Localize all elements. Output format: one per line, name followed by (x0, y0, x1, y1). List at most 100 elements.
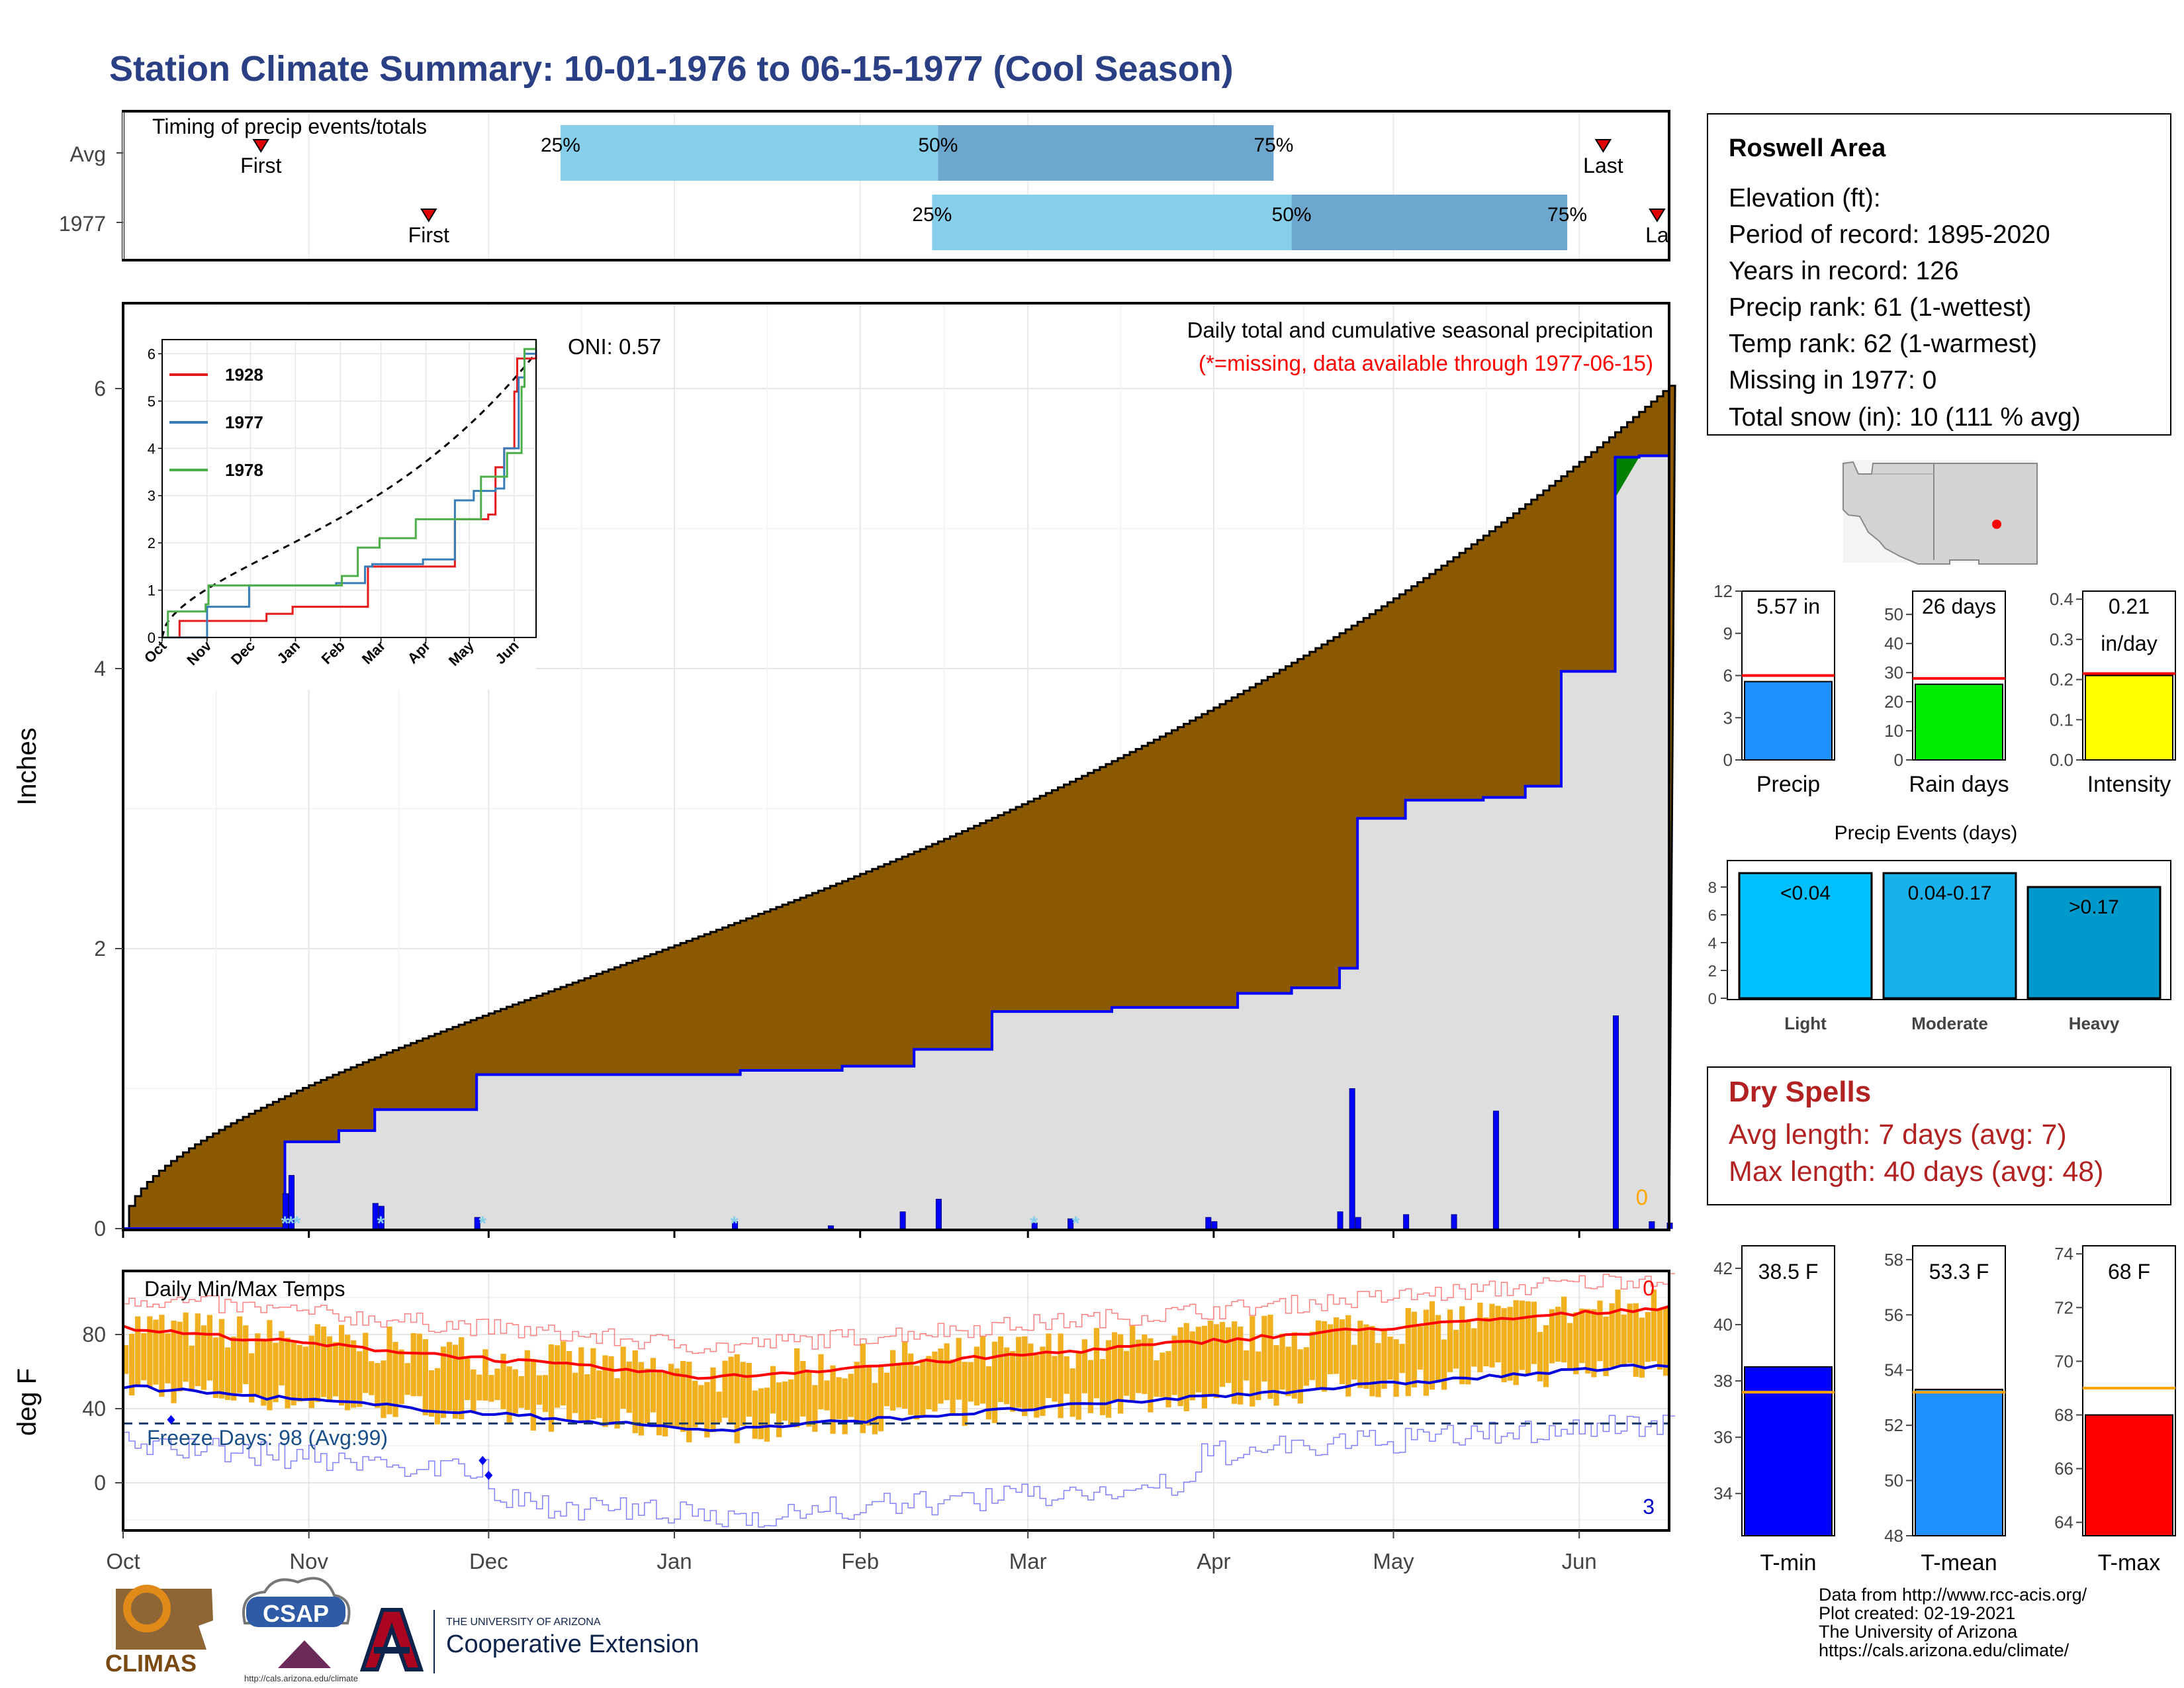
daily-temp-bar (1465, 1320, 1471, 1385)
daily-temp-bar (530, 1358, 536, 1431)
daily-temp-bar (1238, 1327, 1244, 1405)
daily-temp-bar (1195, 1327, 1201, 1393)
temperature-stat-bars: 34 36 38 40 42 38.5 F T-min 48 50 52 54 56 58 53.3 F T… (1713, 1244, 2176, 1575)
cumulative-observed-line (123, 448, 1670, 1230)
daily-temp-bar (536, 1375, 542, 1405)
dry-spells-box: Dry Spells Avg length: 7 days (avg: 7) M… (1707, 1066, 2171, 1205)
timing-marker-last-1977 (1649, 209, 1666, 222)
stat-bar-ytick-label: 50 (1884, 604, 1903, 624)
stat-bar-ytick-label: 0.1 (2050, 710, 2073, 729)
daily-temp-bar (806, 1372, 812, 1427)
timing-bar-50-75-1977 (1291, 195, 1568, 250)
temp-stat-ytick-label: 64 (2054, 1513, 2073, 1532)
daily-temp-bar (320, 1326, 327, 1397)
stat-bar-fill (1915, 683, 2003, 761)
daily-temp-bar (183, 1312, 189, 1382)
inset-ytick-label: 0 (148, 630, 156, 646)
ua-name: THE UNIVERSITY OF ARIZONA (446, 1617, 601, 1628)
timing-row-label-avg: Avg (69, 142, 106, 166)
daily-temp-bar (1244, 1350, 1250, 1381)
daily-temp-bar (584, 1374, 590, 1424)
average-min-temp-line (122, 1364, 1670, 1432)
daily-temp-bar (1177, 1327, 1183, 1407)
oni-label: ONI: 0.57 (568, 334, 661, 359)
daily-temp-bar (608, 1356, 614, 1425)
daily-temp-bar (926, 1356, 932, 1410)
daily-temp-bar (1154, 1360, 1160, 1397)
daily-temp-bar (446, 1342, 453, 1411)
timing-marker-first-Avg (252, 139, 270, 153)
daily-temp-bar (1405, 1307, 1411, 1397)
daily-temp-bar (1105, 1340, 1112, 1418)
daily-temp-bar (1345, 1315, 1351, 1397)
snow-marker: * (293, 1213, 301, 1235)
daily-temp-bar (1010, 1350, 1016, 1412)
daily-temp-bar (201, 1325, 206, 1390)
daily-temp-bar (1207, 1321, 1214, 1397)
daily-temp-bar (1142, 1334, 1148, 1394)
daily-temp-bar (477, 1374, 482, 1401)
precip-note: Daily total and cumulative seasonal prec… (1187, 318, 1653, 342)
timing-label-25-Avg: 25% (541, 134, 580, 156)
climas-logo: CLIMAS (105, 1585, 213, 1677)
stat-bar-ytick-label: 40 (1884, 633, 1903, 653)
map-states (1843, 461, 2038, 565)
temp-stat-ytick-label: 52 (1884, 1415, 1903, 1435)
daily-temp-bar (704, 1382, 710, 1438)
footer-line-url: https://cals.arizona.edu/climate/ (1819, 1640, 2070, 1660)
daily-precip-bar (1337, 1211, 1343, 1229)
dry-spells-max: Max length: 40 days (avg: 48) (1729, 1156, 2103, 1188)
daily-temp-bar (230, 1336, 237, 1401)
timing-marker-last-Avg (1594, 139, 1612, 153)
precip-missing-count: 0 (1636, 1185, 1648, 1209)
daily-temp-bar (968, 1362, 974, 1402)
daily-temp-bar (1489, 1303, 1495, 1368)
daily-temp-bar (357, 1351, 363, 1407)
snow-marker: * (731, 1213, 739, 1235)
stat-bar-ytick-label: 0 (1894, 750, 1903, 770)
daily-temp-bar (956, 1338, 962, 1400)
temp-title: Daily Min/Max Temps (144, 1277, 345, 1301)
stat-bar-label: Intensity (2087, 772, 2171, 797)
daily-temp-bar (542, 1375, 549, 1413)
daily-temp-bar (1399, 1344, 1405, 1374)
daily-temp-bar (1417, 1326, 1423, 1370)
stat-bar-ytick-label: 30 (1884, 663, 1903, 682)
events-content: 0 2 4 6 8 <0.04 Light 0.04-0.17 Moderate >0.17 Hea… (1708, 872, 2161, 1033)
footer-line-data: Data from http://www.rcc-acis.org/ (1819, 1585, 2087, 1605)
temp-stat-ytick-label: 72 (2054, 1297, 2073, 1317)
daily-temp-bar (1411, 1311, 1417, 1388)
precip-y-axis: 0 2 4 6 (94, 377, 123, 1241)
daily-temp-bar (752, 1390, 758, 1439)
daily-temp-bar (1309, 1331, 1315, 1380)
daily-temp-bar (1369, 1326, 1375, 1397)
daily-temp-bar (1189, 1331, 1195, 1401)
daily-temp-bar (716, 1391, 722, 1423)
stat-bar-label: Precip (1756, 772, 1820, 797)
temp-ytick-label: 40 (82, 1397, 106, 1421)
daily-temp-bar (1513, 1300, 1519, 1385)
daily-temp-bar (812, 1385, 818, 1432)
daily-temp-bar (375, 1363, 381, 1408)
daily-temp-bar (285, 1337, 291, 1409)
daily-precip-bar (1403, 1214, 1410, 1229)
daily-temp-bar (308, 1335, 314, 1409)
daily-temp-bar (351, 1340, 357, 1408)
daily-temp-bar (567, 1351, 572, 1422)
daily-temp-bar (1573, 1312, 1579, 1375)
precip-ytick-label: 6 (94, 377, 106, 400)
temp-stat-value: 68 F (2108, 1260, 2150, 1284)
daily-temp-bar (1124, 1350, 1130, 1396)
daily-temp-bar (1633, 1303, 1639, 1377)
daily-temp-bar (686, 1362, 692, 1442)
stat-bar-precip: 0 3 6 9 12 5.57 in Precip (1713, 581, 1835, 797)
snow-marker: * (1030, 1213, 1038, 1235)
daily-temp-bar (338, 1325, 345, 1406)
footer: CLIMAS CSAP http://cals.arizona.edu/clim… (105, 1577, 2087, 1683)
daily-temp-bar (1058, 1333, 1064, 1419)
daily-temp-bar (1609, 1303, 1615, 1367)
daily-temp-bar (434, 1368, 441, 1425)
daily-temp-bar (392, 1342, 398, 1417)
daily-temp-bar (848, 1374, 854, 1417)
ua-block-a (359, 1608, 424, 1671)
